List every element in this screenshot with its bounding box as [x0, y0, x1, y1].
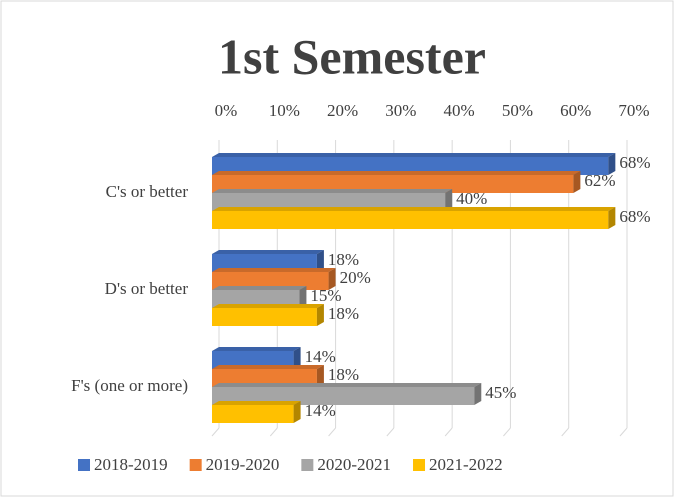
bar-side [316, 250, 324, 272]
chart-title: 1st Semester [218, 28, 486, 84]
bar-side [474, 383, 482, 405]
grid-floor [211, 427, 220, 437]
bar-side [608, 207, 616, 229]
bar [212, 290, 300, 308]
bar-top [212, 286, 307, 290]
bar [212, 405, 294, 423]
bar [212, 211, 609, 229]
data-label: 18% [328, 304, 359, 323]
bar [212, 157, 609, 175]
bar-top [212, 207, 616, 211]
bar-top [212, 347, 301, 351]
bar-side [293, 401, 301, 423]
bar-side [573, 171, 581, 193]
bar-top [212, 153, 616, 157]
bar-side [445, 189, 453, 211]
grid-floor [386, 427, 395, 437]
x-tick-label: 70% [618, 101, 649, 120]
x-tick-label: 10% [269, 101, 300, 120]
bar [212, 308, 317, 326]
data-label: 45% [485, 383, 516, 402]
bar [212, 387, 475, 405]
data-label: 14% [305, 401, 336, 420]
legend-swatch [413, 459, 426, 471]
bar-side [328, 268, 336, 290]
data-label: 20% [340, 268, 371, 287]
bar-side [299, 286, 307, 308]
grid-floor [444, 427, 453, 437]
legend-label: 2021-2022 [429, 455, 503, 474]
grid-floor [619, 427, 628, 437]
grid-floor [503, 427, 511, 437]
grid-floor [269, 427, 278, 437]
grid-floor [328, 427, 336, 437]
bar [212, 351, 294, 369]
bar [212, 369, 317, 387]
y-tick-label: F's (one or more) [71, 376, 188, 395]
bar-top [212, 304, 324, 308]
x-tick-label: 30% [385, 101, 416, 120]
x-tick-label: 20% [327, 101, 358, 120]
bar-top [212, 189, 453, 193]
bar [212, 254, 317, 272]
y-tick-label: C's or better [106, 182, 189, 201]
x-tick-label: 60% [560, 101, 591, 120]
x-tick-label: 40% [444, 101, 475, 120]
data-label: 40% [456, 189, 487, 208]
bar-top [212, 401, 301, 405]
x-tick-label: 0% [215, 101, 238, 120]
legend-swatch [301, 459, 314, 471]
bar-top [212, 268, 336, 272]
bar-side [293, 347, 301, 369]
legend-label: 2019-2020 [206, 455, 280, 474]
legend-label: 2020-2021 [317, 455, 391, 474]
bar [212, 272, 329, 290]
legend-swatch [189, 459, 202, 471]
data-label: 14% [305, 347, 336, 366]
data-label: 68% [619, 153, 650, 172]
data-label: 62% [584, 171, 615, 190]
bar-top [212, 250, 324, 254]
bar-side [316, 365, 324, 387]
bar [212, 175, 574, 193]
bar-top [212, 383, 482, 387]
x-tick-label: 50% [502, 101, 533, 120]
bar-side [608, 153, 616, 175]
bar [212, 193, 446, 211]
bar-top [212, 171, 581, 175]
grid-floor [561, 427, 570, 437]
data-label: 18% [328, 250, 359, 269]
data-label: 15% [310, 286, 341, 305]
data-label: 68% [619, 207, 650, 226]
bar-top [212, 365, 324, 369]
data-label: 18% [328, 365, 359, 384]
legend-label: 2018-2019 [94, 455, 168, 474]
y-tick-label: D's or better [105, 279, 189, 298]
legend-swatch [78, 459, 90, 471]
bar-side [316, 304, 324, 326]
